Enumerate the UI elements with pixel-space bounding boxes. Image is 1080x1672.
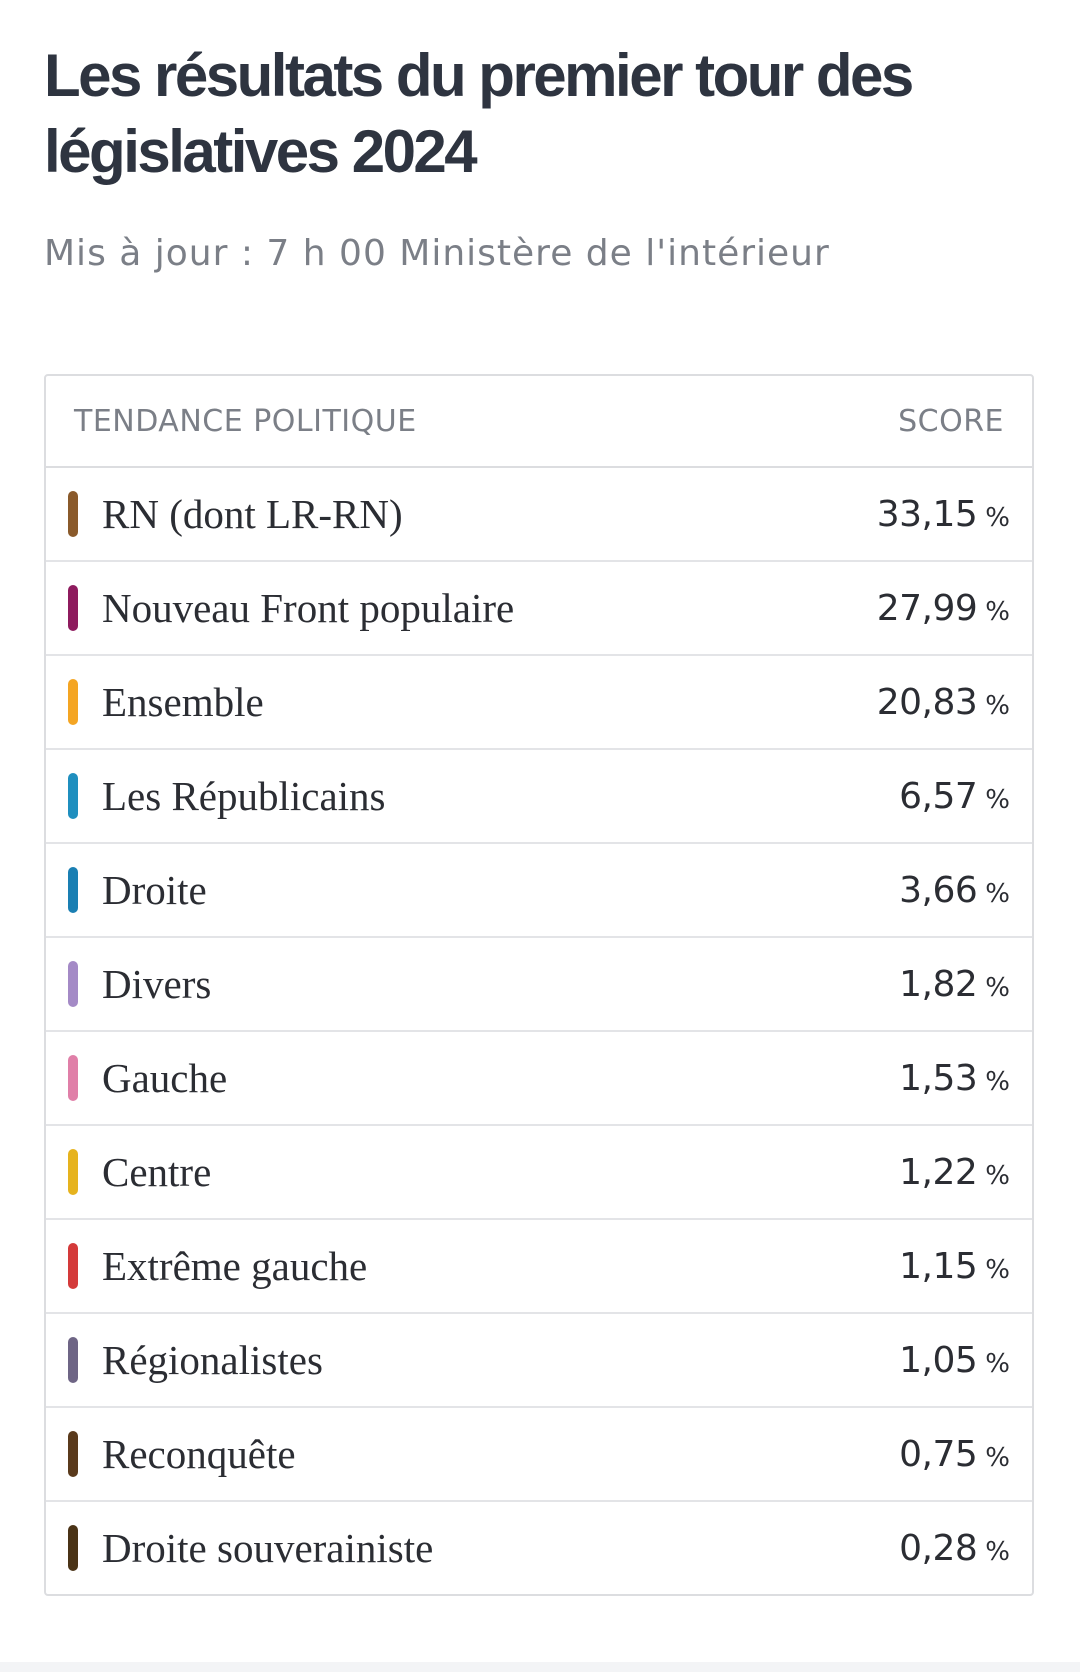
score-cell: 1,53% (899, 1058, 1010, 1099)
party-color-swatch (68, 1055, 78, 1101)
party-name: Les Républicains (102, 773, 386, 819)
score-value: 3,66 (899, 869, 978, 911)
score-value: 20,83 (876, 681, 978, 723)
score-value: 27,99 (876, 587, 978, 629)
party-name: Gauche (102, 1055, 228, 1101)
party-name: Divers (102, 961, 212, 1007)
party-color-swatch (68, 1525, 78, 1571)
score-cell: 20,83% (877, 682, 1010, 723)
score-value: 1,15 (899, 1245, 978, 1287)
party-color-swatch (68, 679, 78, 725)
score-unit: % (985, 502, 1010, 533)
party-color-swatch (68, 585, 78, 631)
party-name: Centre (102, 1149, 212, 1195)
party-cell: Droite souverainiste (68, 1524, 433, 1572)
table-row: Régionalistes 1,05% (46, 1314, 1032, 1408)
score-unit: % (985, 1160, 1010, 1191)
table-row: Extrême gauche 1,15% (46, 1220, 1032, 1314)
score-cell: 3,66% (899, 870, 1010, 911)
score-unit: % (985, 1348, 1010, 1379)
score-cell: 0,75% (899, 1434, 1010, 1475)
score-unit: % (985, 878, 1010, 909)
score-value: 1,22 (899, 1151, 978, 1193)
table-row: Gauche 1,53% (46, 1032, 1032, 1126)
score-unit: % (985, 1066, 1010, 1097)
score-unit: % (985, 690, 1010, 721)
score-cell: 1,82% (899, 964, 1010, 1005)
party-cell: Reconquête (68, 1430, 296, 1478)
score-unit: % (985, 596, 1010, 627)
score-unit: % (985, 1442, 1010, 1473)
party-name: Droite (102, 867, 207, 913)
party-color-swatch (68, 1337, 78, 1383)
party-color-swatch (68, 867, 78, 913)
table-row: Ensemble 20,83% (46, 656, 1032, 750)
score-cell: 27,99% (877, 588, 1010, 629)
party-cell: Divers (68, 960, 211, 1008)
table-row: RN (dont LR-RN) 33,15% (46, 468, 1032, 562)
table-row: Droite 3,66% (46, 844, 1032, 938)
table-row: Les Républicains 6,57% (46, 750, 1032, 844)
score-unit: % (985, 972, 1010, 1003)
table-row: Nouveau Front populaire 27,99% (46, 562, 1032, 656)
table-row: Droite souverainiste 0,28% (46, 1502, 1032, 1594)
party-name: Nouveau Front populaire (102, 585, 515, 631)
party-color-swatch (68, 773, 78, 819)
column-header-score: SCORE (898, 403, 1004, 439)
party-name: Droite souverainiste (102, 1525, 434, 1571)
party-color-swatch (68, 491, 78, 537)
score-value: 33,15 (876, 493, 978, 535)
column-header-party: TENDANCE POLITIQUE (74, 403, 417, 439)
score-value: 1,82 (899, 963, 978, 1005)
table-row: Centre 1,22% (46, 1126, 1032, 1220)
party-cell: RN (dont LR-RN) (68, 490, 403, 538)
party-cell: Les Républicains (68, 772, 386, 820)
score-value: 0,28 (899, 1527, 978, 1569)
party-cell: Nouveau Front populaire (68, 584, 514, 632)
table-header: TENDANCE POLITIQUE SCORE (46, 376, 1032, 468)
party-cell: Gauche (68, 1054, 227, 1102)
party-cell: Régionalistes (68, 1336, 323, 1384)
score-cell: 1,15% (899, 1246, 1010, 1287)
party-name: Extrême gauche (102, 1243, 368, 1289)
party-name: Reconquête (102, 1431, 296, 1477)
score-cell: 6,57% (899, 776, 1010, 817)
party-color-swatch (68, 1431, 78, 1477)
party-name: RN (dont LR-RN) (102, 491, 403, 537)
party-name: Ensemble (102, 679, 264, 725)
bottom-divider (0, 1662, 1080, 1672)
party-cell: Extrême gauche (68, 1242, 367, 1290)
party-color-swatch (68, 1149, 78, 1195)
party-cell: Droite (68, 866, 207, 914)
score-unit: % (985, 1254, 1010, 1285)
score-value: 1,05 (899, 1339, 978, 1381)
update-info: Mis à jour : 7 h 00 Ministère de l'intér… (44, 233, 830, 274)
party-cell: Ensemble (68, 678, 264, 726)
score-value: 1,53 (899, 1057, 978, 1099)
score-cell: 1,05% (899, 1340, 1010, 1381)
party-name: Régionalistes (102, 1337, 323, 1383)
party-cell: Centre (68, 1148, 211, 1196)
table-body: RN (dont LR-RN) 33,15% Nouveau Front popul… (46, 468, 1032, 1594)
party-color-swatch (68, 1243, 78, 1289)
party-color-swatch (68, 961, 78, 1007)
score-cell: 33,15% (877, 494, 1010, 535)
score-unit: % (985, 1536, 1010, 1567)
results-table: TENDANCE POLITIQUE SCORE RN (dont LR-RN)… (44, 374, 1034, 1596)
score-unit: % (985, 784, 1010, 815)
table-row: Reconquête 0,75% (46, 1408, 1032, 1502)
score-value: 0,75 (899, 1433, 978, 1475)
score-cell: 0,28% (899, 1528, 1010, 1569)
table-row: Divers 1,82% (46, 938, 1032, 1032)
score-cell: 1,22% (899, 1152, 1010, 1193)
page-title: Les résultats du premier tour des législ… (44, 42, 914, 185)
score-value: 6,57 (899, 775, 978, 817)
